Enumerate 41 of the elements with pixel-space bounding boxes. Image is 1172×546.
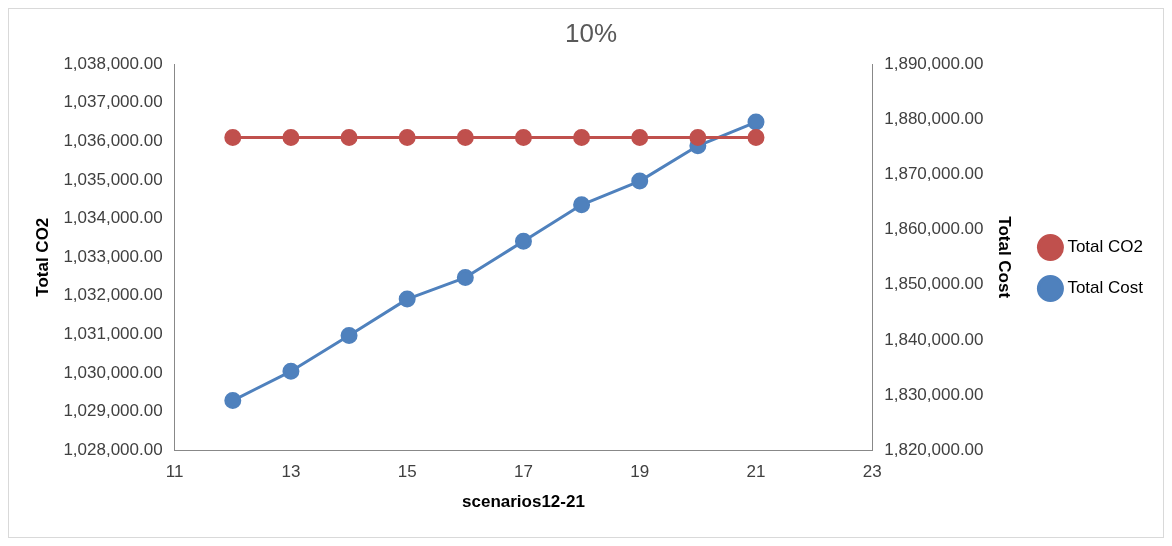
point (282, 362, 300, 380)
point (747, 113, 765, 131)
y2-tick-label: 1,890,000.00 (884, 53, 984, 73)
x-tick-label: 17 (514, 462, 533, 482)
x-tick-label: 11 (165, 462, 184, 482)
x-tick-label: 21 (746, 462, 766, 482)
legend-label: Total Cost (1067, 278, 1144, 298)
y-tick-label: 1,030,000.00 (63, 362, 163, 382)
x-tick-label: 19 (630, 462, 650, 482)
legend-label: Total CO2 (1067, 237, 1144, 257)
x-axis-title: scenarios12-21 (462, 492, 585, 512)
point (224, 392, 242, 410)
y-tick-label: 1,029,000.00 (63, 401, 163, 421)
y-tick-label: 1,036,000.00 (63, 131, 163, 151)
y2-tick-label: 1,820,000.00 (884, 439, 984, 459)
y-tick-label: 1,032,000.00 (63, 285, 163, 305)
point (631, 172, 649, 190)
chart-title: 10% (564, 17, 618, 48)
point (514, 232, 532, 250)
y2-tick-label: 1,850,000.00 (884, 274, 984, 294)
y-tick-label: 1,038,000.00 (63, 53, 163, 73)
y-tick-label: 1,031,000.00 (63, 324, 163, 344)
y2-tick-label: 1,830,000.00 (884, 384, 984, 404)
x-tick-label: 15 (397, 462, 417, 482)
point (573, 196, 591, 214)
point (398, 290, 416, 308)
y2-tick-label: 1,880,000.00 (884, 109, 984, 129)
y2-tick-label: 1,870,000.00 (884, 164, 984, 184)
x-tick-label: 23 (862, 462, 882, 482)
y2-axis-title: Total Cost (995, 216, 1015, 299)
y-axis-title: Total CO2 (32, 217, 52, 297)
y2-tick-label: 1,860,000.00 (884, 219, 984, 239)
y-tick-label: 1,037,000.00 (63, 92, 163, 112)
point (456, 269, 474, 287)
y-tick-label: 1,028,000.00 (63, 439, 163, 459)
y2-tick-label: 1,840,000.00 (884, 329, 984, 349)
point (340, 327, 358, 344)
y-tick-label: 1,033,000.00 (63, 246, 163, 266)
x-tick-label: 13 (281, 462, 301, 482)
y-tick-label: 1,034,000.00 (63, 208, 163, 228)
y-tick-label: 1,035,000.00 (63, 169, 163, 189)
